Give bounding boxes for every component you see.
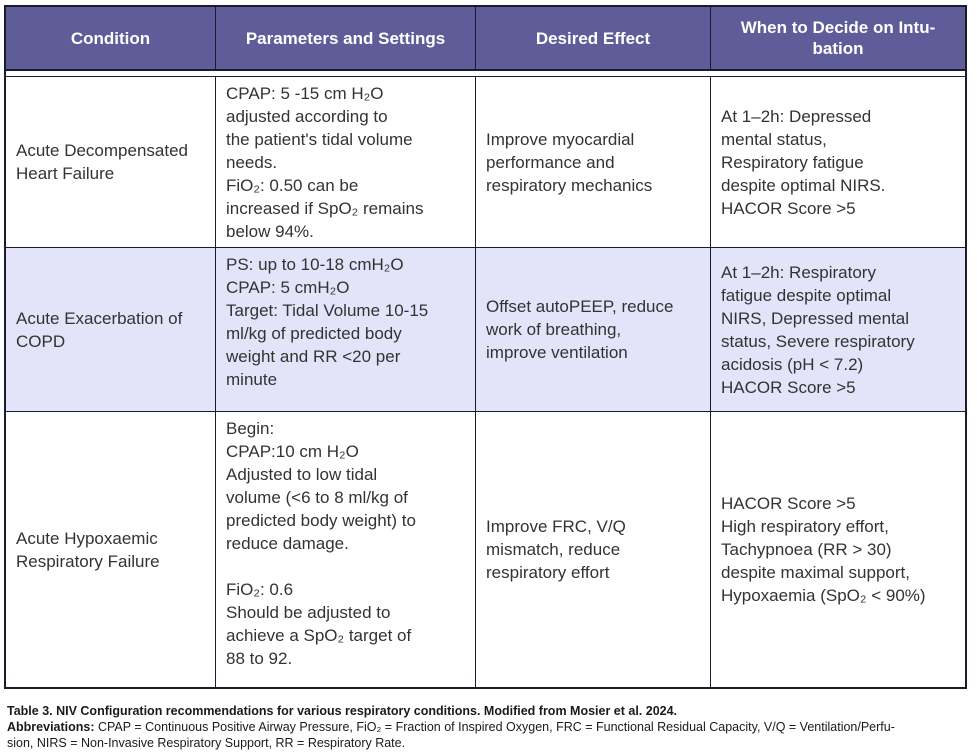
header-parameters-and-settings: Parameters and Settings xyxy=(215,7,475,69)
caption-title: Table 3. NIV Configuration recommendatio… xyxy=(7,704,678,718)
cell-parameters: PS: up to 10-18 cmH₂O CPAP: 5 cmH₂O Targ… xyxy=(215,248,475,411)
cell-intubation-criteria: At 1–2h: Depressed mental status, Respir… xyxy=(710,77,965,247)
header-body-gap xyxy=(6,71,965,76)
table-body: Acute Decompensated Heart Failure CPAP: … xyxy=(6,76,965,687)
table-row-acute-exacerbation-of-copd: Acute Exacerbation of COPD PS: up to 10-… xyxy=(6,247,965,411)
niv-configuration-table: Condition Parameters and Settings Desire… xyxy=(4,5,967,689)
table-header-row: Condition Parameters and Settings Desire… xyxy=(6,7,965,71)
cell-desired-effect: Improve FRC, V/Q mismatch, reduce respir… xyxy=(475,412,710,687)
table-row-acute-hypoxaemic-respiratory-failure: Acute Hypoxaemic Respiratory Failure Beg… xyxy=(6,411,965,687)
cell-desired-effect: Improve myocardial performance and respi… xyxy=(475,77,710,247)
header-when-to-decide-on-intubation: When to Decide on Intu- bation xyxy=(710,7,965,69)
header-condition: Condition xyxy=(70,28,151,48)
caption-abbreviations: Abbreviations: CPAP = Continuous Positiv… xyxy=(7,719,969,751)
cell-intubation-criteria: At 1–2h: Respiratory fatigue despite opt… xyxy=(710,248,965,411)
cell-condition: Acute Decompensated Heart Failure xyxy=(16,141,188,183)
cell-condition: Acute Exacerbation of COPD xyxy=(16,308,183,351)
abbreviations-text: CPAP = Continuous Positive Airway Pressu… xyxy=(7,720,895,750)
cell-parameters: CPAP: 5 -15 cm H₂O adjusted according to… xyxy=(215,77,475,247)
cell-parameters: Begin: CPAP:10 cm H₂O Adjusted to low ti… xyxy=(215,412,475,687)
header-desired-effect: Desired Effect xyxy=(475,7,710,69)
cell-desired-effect: Offset autoPEEP, reduce work of breathin… xyxy=(475,248,710,411)
cell-intubation-criteria: HACOR Score >5 High respiratory effort, … xyxy=(710,412,965,687)
abbreviations-label: Abbreviations: xyxy=(7,720,98,734)
cell-condition: Acute Hypoxaemic Respiratory Failure xyxy=(16,528,160,571)
table-row-acute-decompensated-heart-failure: Acute Decompensated Heart Failure CPAP: … xyxy=(6,77,965,247)
table-caption: Table 3. NIV Configuration recommendatio… xyxy=(7,703,969,751)
